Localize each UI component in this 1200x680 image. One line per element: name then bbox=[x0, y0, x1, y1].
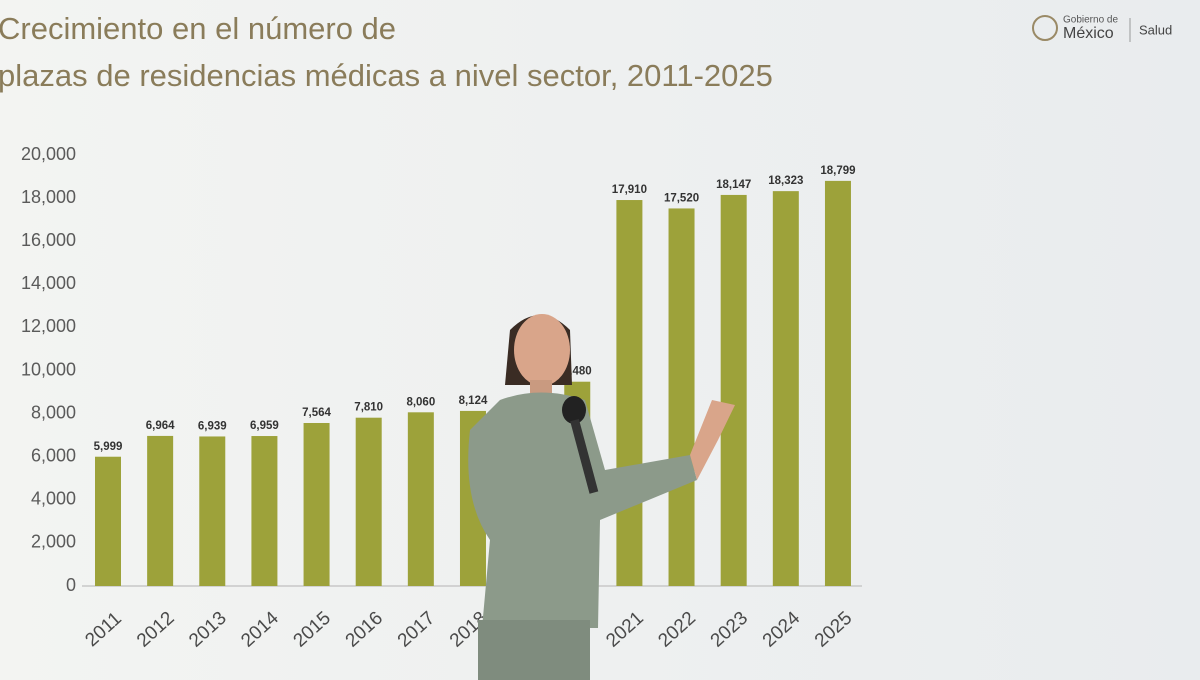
logo-text: México bbox=[1063, 25, 1114, 42]
logo: Gobierno de México Salud bbox=[1032, 15, 1172, 42]
bar bbox=[668, 208, 695, 586]
bar bbox=[147, 435, 174, 586]
value-label: 8,124 bbox=[459, 395, 488, 407]
bar bbox=[251, 436, 278, 586]
logo-text: Gobierno de bbox=[1063, 15, 1118, 26]
microphone bbox=[562, 396, 586, 424]
bar bbox=[199, 436, 226, 586]
y-tick-label: 14,000 bbox=[21, 273, 76, 293]
speaker bbox=[468, 314, 735, 680]
y-tick-label: 12,000 bbox=[21, 316, 76, 336]
value-label: 6,964 bbox=[146, 420, 175, 432]
y-tick-label: 6,000 bbox=[31, 445, 76, 465]
y-tick-label: 2,000 bbox=[31, 532, 76, 552]
value-label: 7,810 bbox=[354, 402, 383, 414]
jacket bbox=[468, 392, 697, 628]
bar bbox=[720, 194, 747, 587]
value-label: 18,323 bbox=[768, 175, 803, 187]
chart-title: plazas de residencias médicas a nivel se… bbox=[0, 58, 773, 93]
chart-title: Crecimiento en el número de bbox=[0, 11, 396, 46]
value-label: 7,564 bbox=[302, 407, 331, 419]
value-label: 5,999 bbox=[94, 441, 123, 453]
value-label: 6,959 bbox=[250, 420, 279, 432]
value-label: 18,147 bbox=[716, 179, 751, 191]
y-tick-label: 0 bbox=[66, 575, 76, 595]
trousers bbox=[478, 620, 590, 680]
value-label: 8,060 bbox=[406, 396, 435, 408]
y-tick-label: 18,000 bbox=[21, 187, 76, 207]
bar bbox=[824, 180, 851, 587]
bar bbox=[303, 422, 330, 586]
y-tick-label: 20,000 bbox=[21, 144, 76, 164]
y-tick-label: 4,000 bbox=[31, 489, 76, 509]
hand bbox=[690, 400, 735, 480]
y-tick-label: 8,000 bbox=[31, 402, 76, 422]
value-label: 6,939 bbox=[198, 420, 227, 432]
y-tick-label: 16,000 bbox=[21, 230, 76, 250]
face bbox=[514, 314, 570, 386]
logo-seal bbox=[1032, 15, 1058, 41]
bar bbox=[95, 456, 121, 586]
bar bbox=[772, 191, 799, 586]
plot: 0 2,000 4,000 6,000 8,000 10,000 12,000 14,000 1… bbox=[21, 144, 862, 652]
microphone-handle bbox=[570, 418, 599, 494]
value-label: 17,910 bbox=[612, 184, 647, 196]
value-label: 17,520 bbox=[664, 192, 699, 204]
bar bbox=[355, 417, 382, 586]
bar bbox=[616, 200, 643, 587]
value-label: 18,799 bbox=[820, 165, 855, 177]
logo-text: Salud bbox=[1139, 22, 1172, 37]
bar bbox=[407, 412, 434, 586]
y-tick-label: 10,000 bbox=[21, 359, 76, 379]
